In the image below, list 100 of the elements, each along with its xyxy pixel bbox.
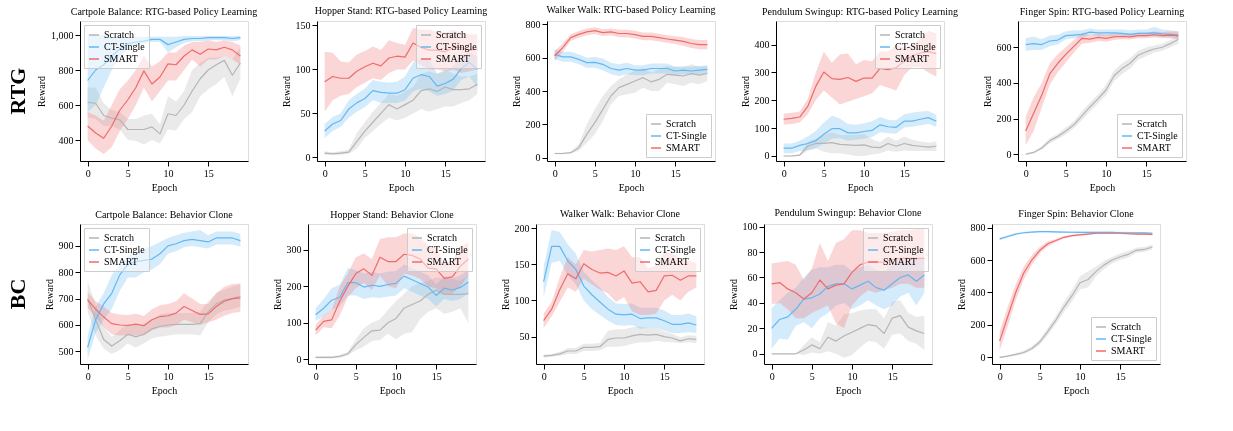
y-tick-label: 50	[300, 107, 311, 119]
y-tick-label: 100	[754, 122, 770, 134]
x-axis-title: Epoch	[151, 181, 178, 193]
x-tick-label: 5	[581, 370, 587, 382]
y-axis-title: Reward	[955, 278, 967, 311]
y-tick-label: 200	[970, 319, 986, 331]
y-axis-title: Reward	[36, 75, 47, 108]
chart-title: Pendulum Swingup: Behavior Clone	[774, 206, 923, 218]
y-tick-label: 600	[996, 41, 1012, 53]
chart-title: Finger Spin: RTG-based Policy Learning	[1019, 6, 1185, 17]
legend-label: CT-Single	[1137, 130, 1179, 141]
line-series	[771, 315, 925, 355]
y-tick-label: 20	[747, 322, 758, 334]
legend-label: CT-Single	[666, 130, 708, 141]
line-series	[543, 263, 697, 322]
y-axis-title: Reward	[280, 75, 292, 108]
legend-label: Scratch	[1137, 118, 1167, 129]
legend-label: Scratch	[1111, 321, 1141, 332]
legend-label: Scratch	[666, 118, 696, 129]
line-series	[87, 297, 241, 327]
y-tick-label: 600	[970, 254, 986, 266]
y-tick-label: 100	[514, 294, 530, 306]
x-tick-label: 10	[847, 370, 858, 382]
line-series	[783, 116, 937, 149]
y-tick-label: 1,000	[51, 29, 74, 41]
x-tick-label: 10	[391, 370, 402, 382]
x-tick-label: 15	[203, 370, 214, 382]
legend-label: SMART	[1137, 142, 1171, 153]
x-tick-label: 5	[809, 370, 815, 382]
y-tick-label: 40	[747, 297, 758, 309]
x-tick-label: 15	[203, 167, 214, 179]
y-tick-label: 600	[58, 99, 74, 111]
y-tick-label: 60	[747, 271, 758, 283]
legend-label: Scratch	[655, 232, 685, 243]
x-tick-label: 10	[630, 167, 641, 179]
x-tick-label: 10	[400, 167, 411, 179]
y-tick-label: 600	[58, 319, 74, 331]
y-tick-label: 400	[996, 77, 1012, 89]
x-tick-label: 10	[163, 167, 174, 179]
y-tick-label: 400	[754, 39, 770, 51]
chart-title: Hopper Stand: RTG-based Policy Learning	[314, 5, 488, 17]
line-series	[783, 142, 937, 157]
line-series	[315, 275, 469, 316]
legend-label: Scratch	[427, 232, 457, 243]
legend-label: SMART	[104, 53, 138, 64]
y-tick-label: 100	[295, 63, 311, 75]
line-series	[324, 61, 478, 132]
x-tick-label: 5	[362, 167, 368, 179]
legend-label: CT-Single	[895, 41, 937, 52]
legend-label: SMART	[666, 142, 700, 153]
x-tick-label: 0	[781, 167, 787, 179]
y-tick-label: 200	[286, 280, 302, 292]
legend-label: CT-Single	[436, 41, 478, 52]
x-tick-label: 10	[619, 370, 630, 382]
x-tick-label: 10	[1101, 167, 1112, 179]
y-tick-label: 400	[525, 85, 541, 97]
y-tick-label: 300	[286, 244, 302, 256]
y-tick-label: 300	[754, 66, 770, 78]
line-series	[324, 83, 478, 155]
x-tick-label: 15	[659, 370, 670, 382]
legend-label: Scratch	[895, 29, 925, 40]
legend-label: Scratch	[104, 232, 134, 243]
x-tick-label: 15	[887, 370, 898, 382]
y-tick-label: 100	[742, 221, 758, 233]
line-series	[771, 274, 925, 329]
x-axis-title: Epoch	[388, 181, 415, 193]
chart-title: Cartpole Balance: Behavior Clone	[95, 209, 234, 220]
x-tick-label: 5	[1037, 370, 1043, 382]
y-tick-label: 800	[970, 222, 986, 234]
y-tick-label: 800	[58, 64, 74, 76]
legend-label: CT-Single	[1111, 333, 1153, 344]
line-series	[543, 333, 697, 357]
x-tick-label: 15	[899, 167, 910, 179]
y-tick-label: 600	[525, 52, 541, 64]
x-tick-label: 5	[821, 167, 827, 179]
line-series	[315, 253, 469, 331]
x-tick-label: 10	[859, 167, 870, 179]
x-tick-label: 5	[592, 167, 598, 179]
chart-title: Hopper Stand: Behavior Clone	[330, 209, 455, 220]
x-tick-label: 15	[1141, 167, 1152, 179]
x-tick-label: 15	[431, 370, 442, 382]
y-tick-label: 150	[295, 19, 311, 31]
legend-label: CT-Single	[104, 244, 146, 255]
x-tick-label: 0	[1023, 167, 1029, 179]
legend-label: CT-Single	[883, 244, 925, 255]
legend-label: SMART	[436, 53, 470, 64]
x-tick-label: 15	[440, 167, 451, 179]
y-tick-label: 0	[764, 150, 770, 162]
line-series	[1025, 31, 1179, 46]
y-tick-label: 200	[514, 222, 530, 234]
y-axis-title: Reward	[739, 75, 751, 108]
chart-title: Pendulum Swingup: RTG-based Policy Learning	[761, 6, 959, 17]
y-axis-title: Reward	[727, 278, 739, 311]
y-tick-label: 150	[514, 258, 530, 270]
x-tick-label: 10	[163, 370, 174, 382]
x-axis-title: Epoch	[847, 181, 874, 193]
x-tick-label: 0	[322, 167, 328, 179]
y-axis-title: Reward	[981, 75, 993, 108]
text: RTG	[5, 67, 30, 115]
x-tick-label: 15	[1115, 370, 1126, 382]
